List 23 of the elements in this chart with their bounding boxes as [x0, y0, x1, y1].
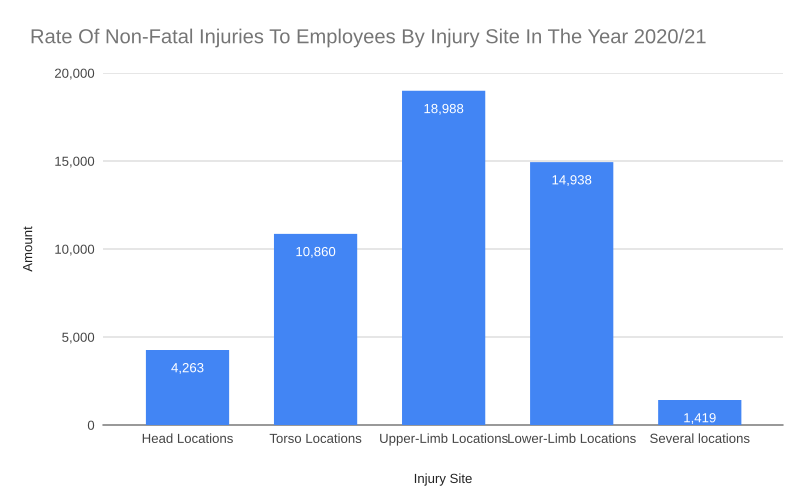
- bar: [146, 350, 230, 425]
- x-tick-label: Several locations: [650, 433, 750, 444]
- data-label: 1,419: [684, 413, 716, 424]
- y-tick-label: 0: [88, 420, 94, 430]
- bar: [530, 162, 614, 425]
- data-label: 18,988: [424, 104, 464, 115]
- data-label: 10,860: [296, 246, 336, 258]
- bar: [658, 400, 742, 425]
- data-label: 14,938: [552, 175, 592, 186]
- bar: [274, 234, 358, 425]
- bar: [402, 90, 486, 425]
- y-tick-label: 20,000: [54, 68, 94, 80]
- x-tick-label: Torso Locations: [270, 433, 362, 444]
- x-tick-label: Upper-Limb Locations: [380, 433, 508, 446]
- x-tick-label: Lower-Limb Locations: [508, 433, 636, 444]
- y-axis-title: Amount: [23, 226, 32, 272]
- y-tick-label: 5,000: [62, 332, 94, 344]
- y-tick-label: 10,000: [55, 244, 94, 256]
- x-tick-label: Head Locations: [142, 433, 233, 444]
- y-tick-label: 15,000: [55, 156, 94, 168]
- data-label: 4,263: [171, 363, 204, 374]
- x-axis-title: Injury Site: [414, 473, 472, 486]
- chart-title: Rate Of Non-Fatal Injuries To Employees By Injury Site In The Year 2020/21: [32, 28, 706, 48]
